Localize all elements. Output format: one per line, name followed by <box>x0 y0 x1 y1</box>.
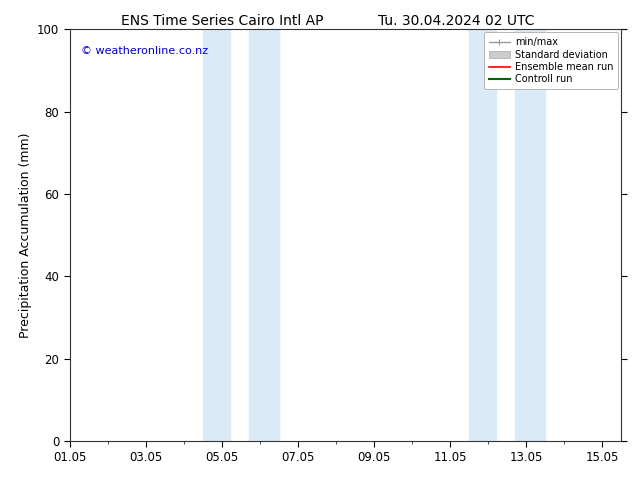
Bar <box>203 29 230 441</box>
Text: © weatheronline.co.nz: © weatheronline.co.nz <box>81 46 208 56</box>
Text: ENS Time Series Cairo Intl AP: ENS Time Series Cairo Intl AP <box>120 14 323 28</box>
Bar <box>469 29 496 441</box>
Text: Tu. 30.04.2024 02 UTC: Tu. 30.04.2024 02 UTC <box>378 14 534 28</box>
Y-axis label: Precipitation Accumulation (mm): Precipitation Accumulation (mm) <box>18 132 32 338</box>
Bar <box>249 29 279 441</box>
Legend: min/max, Standard deviation, Ensemble mean run, Controll run: min/max, Standard deviation, Ensemble me… <box>484 32 618 89</box>
Bar <box>515 29 545 441</box>
